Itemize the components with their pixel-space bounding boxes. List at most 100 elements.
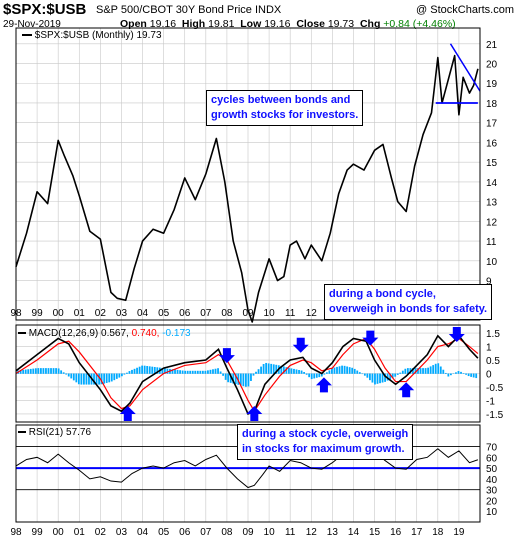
x-tick-label: 01: [74, 308, 86, 319]
macd-histogram-bar: [199, 370, 202, 374]
macd-histogram-bar: [196, 370, 199, 374]
macd-histogram-bar: [201, 370, 204, 374]
price-series-line: [15, 54, 479, 323]
x-bottom-tick-label: 17: [411, 527, 423, 538]
arrow-down-icon: [218, 348, 235, 364]
macd-histogram-bar: [318, 373, 321, 378]
x-tick-label: 07: [200, 308, 212, 319]
macd-histogram-bar: [29, 368, 32, 374]
low-label: Low: [240, 18, 262, 30]
macd-histogram-bar: [366, 373, 369, 378]
macd-histogram-bar: [105, 373, 108, 383]
macd-histogram-bar: [72, 373, 75, 381]
macd-histogram-bar: [189, 370, 192, 374]
macd-histogram-bar: [353, 368, 356, 374]
x-bottom-tick-label: 05: [158, 527, 170, 538]
macd-histogram-bar: [384, 373, 386, 382]
macd-histogram-bar: [331, 368, 333, 374]
macd-histogram-bar: [465, 373, 467, 375]
chart-date: 29-Nov-2019: [3, 19, 61, 30]
macd-histogram-bar: [108, 373, 111, 383]
macd-histogram-bar: [343, 365, 346, 374]
macd-line: [15, 334, 479, 415]
rsi-legend-label: RSI(21) 57.76: [28, 427, 92, 438]
macd-histogram-bar: [55, 368, 57, 374]
macd-legend-value3: -0.173: [162, 328, 191, 339]
macd-histogram-bar: [260, 366, 262, 374]
macd-histogram-bar: [412, 368, 414, 374]
macd-histogram-bar: [300, 370, 303, 374]
price-legend-swatch: [22, 34, 32, 37]
macd-histogram-bar: [270, 363, 273, 374]
x-bottom-tick-label: 01: [74, 527, 86, 538]
arrow-up-icon: [119, 406, 136, 421]
macd-histogram-bar: [361, 373, 364, 375]
symbol-description: S&P 500/CBOT 30Y Bond Price INDX: [96, 4, 282, 16]
macd-panel: [15, 334, 479, 415]
open-value: 19.16: [149, 18, 177, 30]
macd-histogram-bar: [207, 370, 209, 374]
macd-histogram-bar: [267, 363, 270, 374]
macd-histogram-bar: [467, 373, 470, 377]
macd-histogram-bar: [156, 367, 159, 374]
rsi-y-tick-label: 60: [486, 453, 498, 464]
x-tick-label: 06: [179, 308, 191, 319]
macd-histogram-bar: [303, 372, 306, 374]
macd-histogram-bar: [442, 369, 445, 374]
macd-histogram-bar: [434, 363, 437, 374]
macd-histogram-bar: [209, 369, 212, 374]
price-y-tick-label: 10: [486, 257, 498, 268]
rsi-line: [15, 448, 479, 489]
macd-histogram-bar: [399, 372, 402, 374]
macd-y-tick-label: -1.5: [486, 410, 504, 421]
macd-histogram-bar: [394, 373, 397, 377]
macd-histogram-bar: [75, 373, 78, 383]
annotation-cycles-line2: growth stocks for investors.: [211, 109, 359, 121]
macd-y-tick-label: 1.5: [486, 329, 500, 340]
price-y-tick-label: 21: [486, 40, 498, 51]
macd-histogram-bar: [308, 373, 311, 378]
price-y-tick-label: 18: [486, 99, 498, 110]
macd-histogram-bar: [250, 373, 252, 381]
macd-histogram-bar: [358, 372, 361, 374]
macd-histogram-bar: [52, 368, 55, 374]
macd-histogram-bar: [214, 368, 217, 374]
arrow-up-icon: [398, 382, 415, 398]
x-bottom-tick-label: 16: [390, 527, 402, 538]
macd-histogram-bar: [24, 369, 27, 374]
macd-histogram-bar: [146, 366, 149, 374]
macd-histogram-bar: [346, 366, 349, 374]
macd-histogram-bar: [143, 365, 146, 374]
macd-histogram-bar: [336, 366, 338, 374]
macd-histogram-bar: [272, 364, 275, 374]
macd-histogram-bar: [389, 373, 392, 380]
macd-histogram-bar: [363, 373, 366, 376]
rsi-y-tick-label: 70: [486, 443, 498, 454]
x-bottom-tick-label: 19: [453, 527, 465, 538]
macd-histogram-bar: [328, 370, 331, 374]
macd-histogram-bar: [32, 368, 35, 374]
x-tick-label: 02: [95, 308, 107, 319]
rsi-y-tick-label: 50: [486, 464, 498, 475]
x-bottom-tick-label: 00: [53, 527, 65, 538]
macd-legend-value2: 0.740,: [131, 328, 160, 339]
price-y-tick-label: 15: [486, 158, 498, 169]
macd-histogram-bar: [179, 370, 181, 374]
macd-histogram-bar: [242, 373, 245, 387]
arrow-down-icon: [292, 337, 309, 353]
macd-histogram-bar: [429, 366, 432, 374]
x-bottom-tick-label: 15: [369, 527, 381, 538]
macd-histogram-bar: [419, 368, 422, 374]
macd-histogram-bar: [93, 373, 95, 385]
macd-histogram-bar: [298, 369, 300, 374]
macd-histogram-bar: [148, 366, 151, 374]
annotation-stock-cycle: during a stock cycle, overweigh in stock…: [237, 424, 414, 460]
x-bottom-tick-label: 18: [432, 527, 444, 538]
macd-histogram-bar: [222, 373, 225, 376]
macd-histogram-bar: [449, 373, 452, 376]
rsi-y-tick-label: 10: [486, 507, 498, 518]
open-label: Open: [120, 18, 147, 30]
macd-histogram-bar: [237, 373, 240, 385]
macd-histogram-bar: [391, 373, 394, 379]
macd-histogram-bar: [50, 368, 52, 374]
